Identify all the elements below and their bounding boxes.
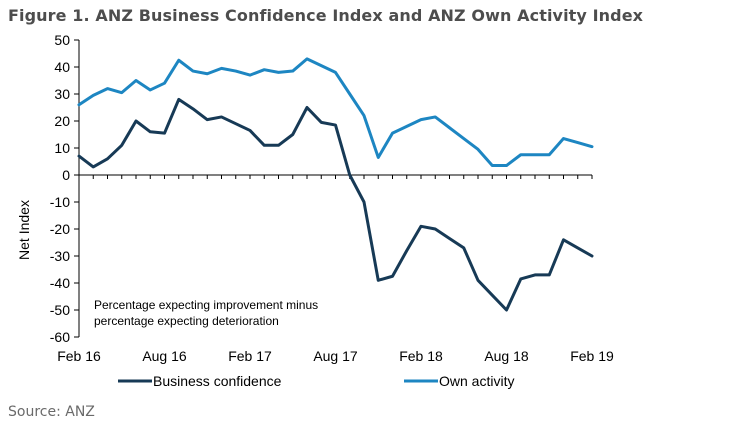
y-tick-label: -40: [50, 275, 70, 291]
x-tick-label: Feb 19: [570, 348, 614, 364]
y-tick-label: 20: [54, 113, 70, 129]
legend-label-own-activity: Own activity: [439, 373, 514, 389]
chart-axes: [74, 39, 593, 338]
y-tick-label: 30: [54, 86, 70, 102]
business-confidence-line: [77, 97, 594, 312]
x-tick-label: Aug 18: [484, 348, 529, 364]
y-tick-label: 50: [54, 32, 70, 48]
chart-title: Figure 1. ANZ Business Confidence Index …: [8, 6, 644, 25]
y-tick-label: -50: [50, 302, 70, 318]
y-tick-label: -10: [50, 194, 70, 210]
x-tick-label: Feb 17: [228, 348, 272, 364]
y-tick-label: -60: [50, 329, 70, 345]
own-activity-line: [77, 57, 594, 168]
annotation-line-2: percentage expecting deterioration: [94, 314, 279, 328]
y-tick-label: -30: [50, 248, 70, 264]
x-tick-label: Feb 18: [399, 348, 443, 364]
legend: Business confidence Own activity: [118, 373, 514, 389]
legend-label-business-confidence: Business confidence: [153, 373, 282, 389]
series-lines: [77, 57, 594, 312]
line-chart: 50 40 30 20 10 0 -10 -20 -30 -40 -50 -60 Feb 16 Aug …: [16, 32, 614, 389]
x-tick-labels: Feb 16 Aug 16 Feb 17 Aug 17 Feb 18 Aug 18 Feb …: [57, 348, 614, 364]
source-note: Source: ANZ: [8, 404, 95, 420]
y-tick-label: 10: [54, 140, 70, 156]
y-tick-label: 40: [54, 59, 70, 75]
x-tick-label: Aug 16: [142, 348, 187, 364]
y-tick-label: 0: [62, 167, 70, 183]
x-tick-label: Aug 17: [313, 348, 358, 364]
y-tick-labels: 50 40 30 20 10 0 -10 -20 -30 -40 -50 -60: [50, 32, 70, 345]
annotation-line-1: Percentage expecting improvement minus: [94, 298, 318, 312]
y-axis-label: Net Index: [16, 200, 32, 260]
y-tick-label: -20: [50, 221, 70, 237]
x-tick-label: Feb 16: [57, 348, 101, 364]
